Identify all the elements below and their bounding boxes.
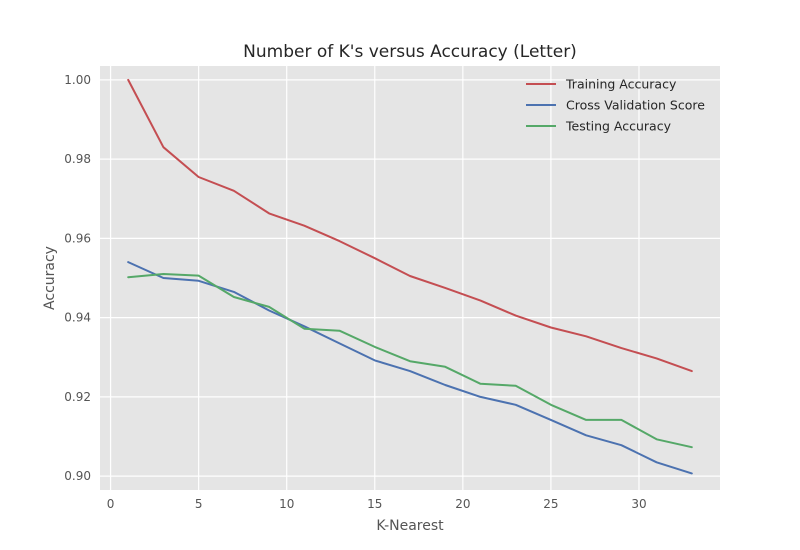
y-axis-label: Accuracy xyxy=(42,246,58,310)
y-tick-label: 0.98 xyxy=(64,152,91,166)
x-tick-label: 15 xyxy=(367,497,382,511)
x-tick-label: 25 xyxy=(543,497,558,511)
tick-labels: 0 5 10 15 20 25 30 0.90 0.92 0.94 0.96 0.98 1.00 xyxy=(64,73,646,511)
series-line xyxy=(127,261,693,475)
legend-label: Training Accuracy xyxy=(565,77,677,92)
x-tick-label: 30 xyxy=(631,497,646,511)
series-line xyxy=(127,78,693,373)
y-tick-label: 1.00 xyxy=(64,73,91,87)
legend: Training Accuracy Cross Validation Score T… xyxy=(526,77,705,134)
y-tick-label: 0.92 xyxy=(64,390,91,404)
x-tick-label: 10 xyxy=(279,497,294,511)
x-tick-label: 20 xyxy=(455,497,470,511)
x-tick-label: 0 xyxy=(107,497,115,511)
x-tick-label: 5 xyxy=(195,497,203,511)
y-tick-label: 0.94 xyxy=(64,311,91,325)
y-tick-label: 0.96 xyxy=(64,231,91,245)
legend-label: Cross Validation Score xyxy=(566,98,705,113)
chart-title: Number of K's versus Accuracy (Letter) xyxy=(243,42,577,62)
x-axis-label: K-Nearest xyxy=(376,518,444,534)
y-tick-label: 0.90 xyxy=(64,469,91,483)
legend-label: Testing Accuracy xyxy=(565,119,672,134)
series-line xyxy=(127,273,693,449)
series-layer xyxy=(127,78,693,475)
grid xyxy=(100,66,720,490)
